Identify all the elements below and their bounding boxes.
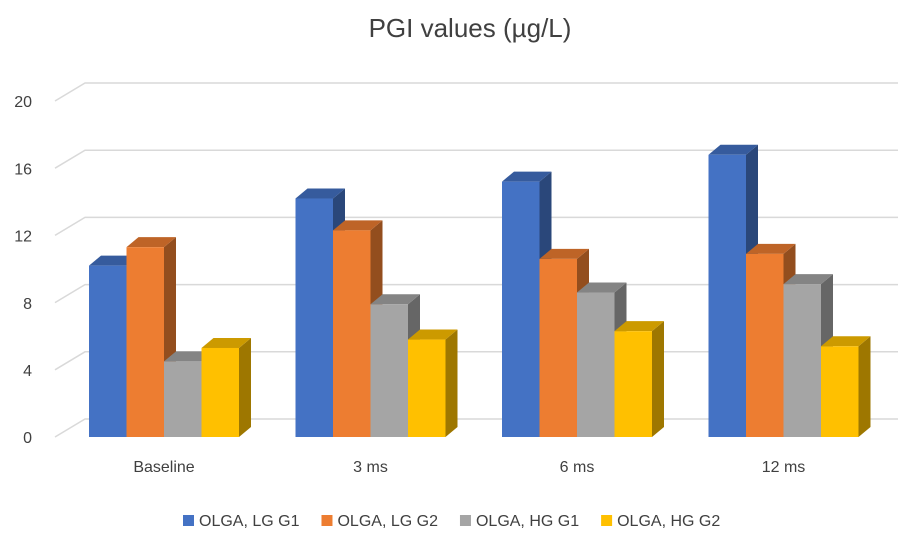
bar-face bbox=[333, 220, 383, 231]
bar bbox=[821, 336, 871, 437]
bar-face bbox=[783, 284, 821, 437]
bar-face bbox=[295, 188, 345, 199]
y-tick-label: 8 bbox=[23, 296, 32, 313]
bar-face bbox=[126, 237, 176, 248]
bar-face bbox=[708, 154, 746, 437]
bar bbox=[201, 337, 251, 437]
legend-swatch bbox=[183, 515, 194, 526]
grid-line bbox=[54, 283, 898, 304]
bar-face bbox=[614, 321, 664, 332]
chart-title: PGI values (µg/L) bbox=[369, 13, 572, 43]
bar-face bbox=[89, 255, 139, 266]
bar-face bbox=[614, 331, 652, 437]
bar-face bbox=[295, 198, 333, 437]
bar-face bbox=[652, 321, 664, 437]
bar-face bbox=[445, 329, 458, 437]
bar-face bbox=[201, 347, 239, 437]
bar-face bbox=[502, 181, 540, 437]
bar-face bbox=[539, 258, 577, 437]
legend-label: OLGA, LG G1 bbox=[199, 513, 300, 530]
x-tick-label: Baseline bbox=[133, 459, 194, 476]
legend-label: OLGA, LG G2 bbox=[337, 513, 438, 530]
bar-face bbox=[502, 171, 552, 182]
x-tick-label: 6 ms bbox=[560, 459, 595, 476]
bar bbox=[408, 329, 458, 437]
bar bbox=[614, 321, 664, 437]
legend-swatch bbox=[601, 515, 613, 526]
bar-face bbox=[708, 144, 758, 155]
y-tick-label: 12 bbox=[14, 229, 32, 246]
bar-face bbox=[821, 346, 859, 437]
bar-face bbox=[201, 337, 251, 348]
x-tick-label: 12 ms bbox=[762, 459, 806, 476]
legend-label: OLGA, HG G1 bbox=[476, 513, 579, 530]
grid-line bbox=[54, 82, 898, 102]
bar-face bbox=[408, 339, 446, 437]
bar-face bbox=[577, 292, 615, 437]
bar-face bbox=[783, 274, 833, 285]
y-tick-label: 4 bbox=[23, 363, 32, 380]
bar-face bbox=[370, 304, 408, 437]
x-tick-label: 3 ms bbox=[353, 459, 388, 476]
y-tick-label: 0 bbox=[23, 430, 32, 447]
bar-face bbox=[746, 243, 796, 254]
bar-face bbox=[821, 336, 871, 347]
bar-face bbox=[89, 265, 127, 437]
legend-swatch bbox=[321, 515, 333, 526]
legend-label: OLGA, HG G2 bbox=[617, 513, 720, 530]
bar-face bbox=[164, 351, 214, 362]
grid-line bbox=[54, 216, 898, 237]
bar-face bbox=[126, 247, 164, 437]
bar-face bbox=[577, 282, 627, 293]
bar-face bbox=[333, 230, 371, 437]
y-tick-label: 20 bbox=[14, 94, 32, 111]
bar-face bbox=[539, 248, 589, 259]
legend-swatch bbox=[459, 515, 471, 526]
y-tick-label: 16 bbox=[14, 161, 32, 178]
bar-face bbox=[164, 361, 202, 437]
bar-face bbox=[239, 337, 251, 437]
grid-line bbox=[54, 149, 898, 169]
bar bbox=[126, 237, 176, 437]
bar-face bbox=[858, 336, 871, 437]
bar-face bbox=[370, 294, 420, 305]
bar-face bbox=[746, 253, 784, 437]
bar-face bbox=[408, 329, 458, 340]
